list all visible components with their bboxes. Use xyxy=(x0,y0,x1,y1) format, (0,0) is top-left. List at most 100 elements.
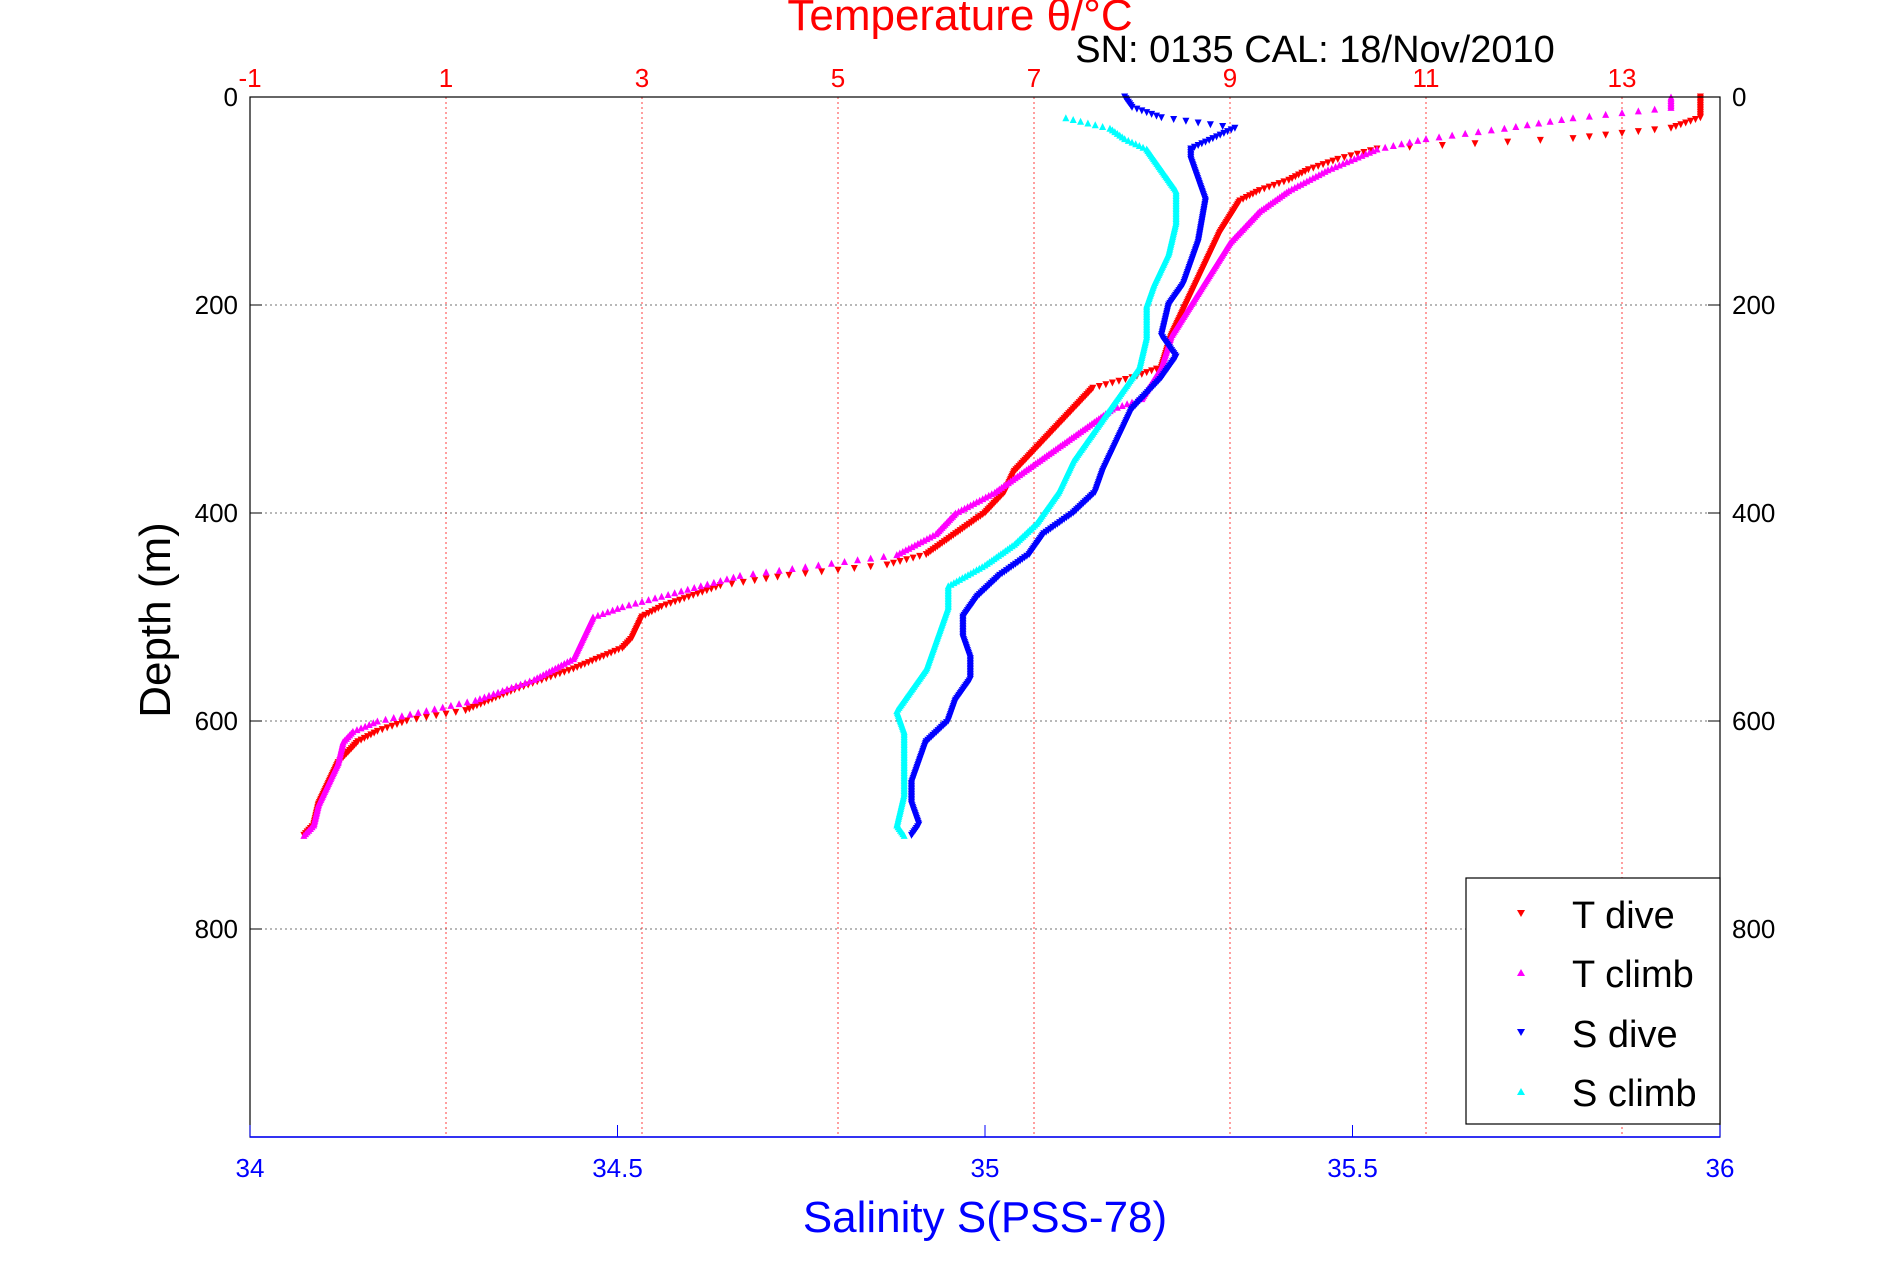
data-point xyxy=(442,710,450,718)
data-point xyxy=(788,564,796,572)
data-point xyxy=(503,685,511,693)
data-point xyxy=(703,580,711,588)
data-point xyxy=(900,831,908,839)
data-point xyxy=(1406,138,1414,146)
data-point xyxy=(867,554,875,562)
data-point xyxy=(489,690,497,698)
data-point xyxy=(530,675,538,683)
legend-label-s-climb: S climb xyxy=(1572,1073,1697,1115)
x-top-tick-label: 9 xyxy=(1223,63,1237,93)
data-point xyxy=(1121,376,1129,384)
data-point xyxy=(604,608,612,616)
x-top-tick-label: 3 xyxy=(635,63,649,93)
x-top-tick-label: 7 xyxy=(1027,63,1041,93)
data-point xyxy=(1091,121,1099,129)
data-point xyxy=(1118,402,1126,410)
data-point xyxy=(739,578,747,586)
data-point xyxy=(751,577,759,585)
data-point xyxy=(599,610,607,618)
data-point xyxy=(618,603,626,611)
data-point xyxy=(382,715,390,723)
data-point xyxy=(521,679,529,687)
data-point xyxy=(1062,114,1070,122)
x-bottom-tick-label: 36 xyxy=(1706,1153,1735,1183)
data-point xyxy=(365,720,373,728)
data-point xyxy=(684,585,692,593)
y-axis-label: Depth (m) xyxy=(131,522,180,718)
data-point xyxy=(1135,142,1143,150)
data-point xyxy=(422,714,430,722)
data-point xyxy=(463,698,471,706)
data-point xyxy=(893,551,901,559)
data-point xyxy=(406,710,414,718)
data-point xyxy=(1500,124,1508,132)
series-s-climb xyxy=(893,114,1180,839)
y-tick-label-right: 400 xyxy=(1732,498,1775,528)
data-point xyxy=(916,552,924,560)
data-point xyxy=(1369,147,1377,155)
data-point xyxy=(373,717,381,725)
y-tick-label-right: 200 xyxy=(1732,290,1775,320)
legend: T dive T climb S dive S climb xyxy=(1465,877,1721,1125)
legend-marker-t-climb xyxy=(1517,969,1525,976)
data-point xyxy=(1474,128,1482,136)
data-point xyxy=(447,701,455,709)
legend-label-t-dive: T dive xyxy=(1572,895,1675,937)
data-point xyxy=(883,561,891,569)
data-point xyxy=(1069,116,1077,124)
data-point xyxy=(1435,133,1443,141)
data-point xyxy=(880,552,888,560)
data-point xyxy=(762,575,770,583)
data-point xyxy=(801,570,809,578)
data-point xyxy=(452,708,460,716)
data-point xyxy=(413,715,421,723)
x-top-tick-label: -1 xyxy=(238,63,261,93)
data-point xyxy=(1139,143,1147,151)
data-point xyxy=(1350,155,1358,163)
data-point xyxy=(1347,156,1355,164)
data-point xyxy=(1618,109,1626,117)
data-point xyxy=(1634,107,1642,115)
data-point xyxy=(749,570,757,578)
legend-marker-s-climb xyxy=(1517,1088,1525,1095)
data-point xyxy=(1461,129,1469,137)
data-point xyxy=(1343,158,1351,166)
data-point xyxy=(775,566,783,574)
data-point xyxy=(1206,121,1214,129)
data-point xyxy=(471,696,479,704)
data-point xyxy=(1546,117,1554,125)
data-point xyxy=(1219,122,1227,130)
data-point xyxy=(508,683,516,691)
data-point xyxy=(1634,128,1642,136)
data-point xyxy=(594,611,602,619)
data-point xyxy=(494,688,502,696)
data-point xyxy=(854,556,862,564)
data-point xyxy=(1558,116,1566,124)
data-point xyxy=(512,682,520,690)
data-point xyxy=(909,554,917,562)
data-point xyxy=(1651,105,1659,113)
data-point xyxy=(398,712,406,720)
data-point xyxy=(1077,117,1085,125)
x-bottom-tick-label: 34 xyxy=(236,1153,265,1183)
data-point xyxy=(439,703,447,711)
data-point xyxy=(638,597,646,605)
data-point xyxy=(1102,381,1110,389)
data-point xyxy=(1365,148,1373,156)
data-point xyxy=(1667,124,1675,132)
chart-title: Temperature θ/°C xyxy=(787,0,1132,40)
series-s-dive xyxy=(908,93,1239,839)
data-point xyxy=(1347,152,1355,160)
data-point xyxy=(432,712,440,720)
data-point xyxy=(1124,136,1132,144)
data-point xyxy=(834,566,842,574)
data-point xyxy=(1121,135,1129,143)
data-point xyxy=(1487,126,1495,134)
data-point xyxy=(1569,114,1577,122)
legend-marker-t-dive xyxy=(1517,910,1525,917)
data-point xyxy=(526,677,534,685)
data-point xyxy=(774,573,782,581)
data-point xyxy=(361,722,369,730)
data-point xyxy=(645,596,653,604)
data-point xyxy=(431,705,439,713)
